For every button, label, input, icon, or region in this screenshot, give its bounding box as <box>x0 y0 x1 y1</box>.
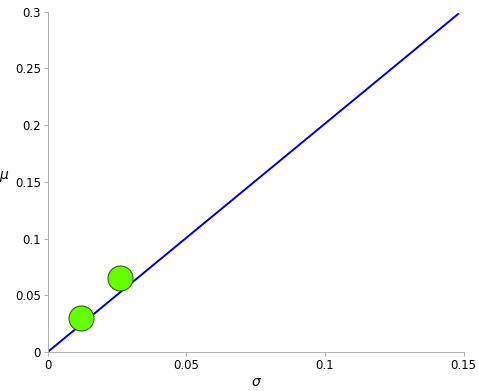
X-axis label: σ: σ <box>251 375 260 389</box>
Y-axis label: μ: μ <box>0 168 8 182</box>
